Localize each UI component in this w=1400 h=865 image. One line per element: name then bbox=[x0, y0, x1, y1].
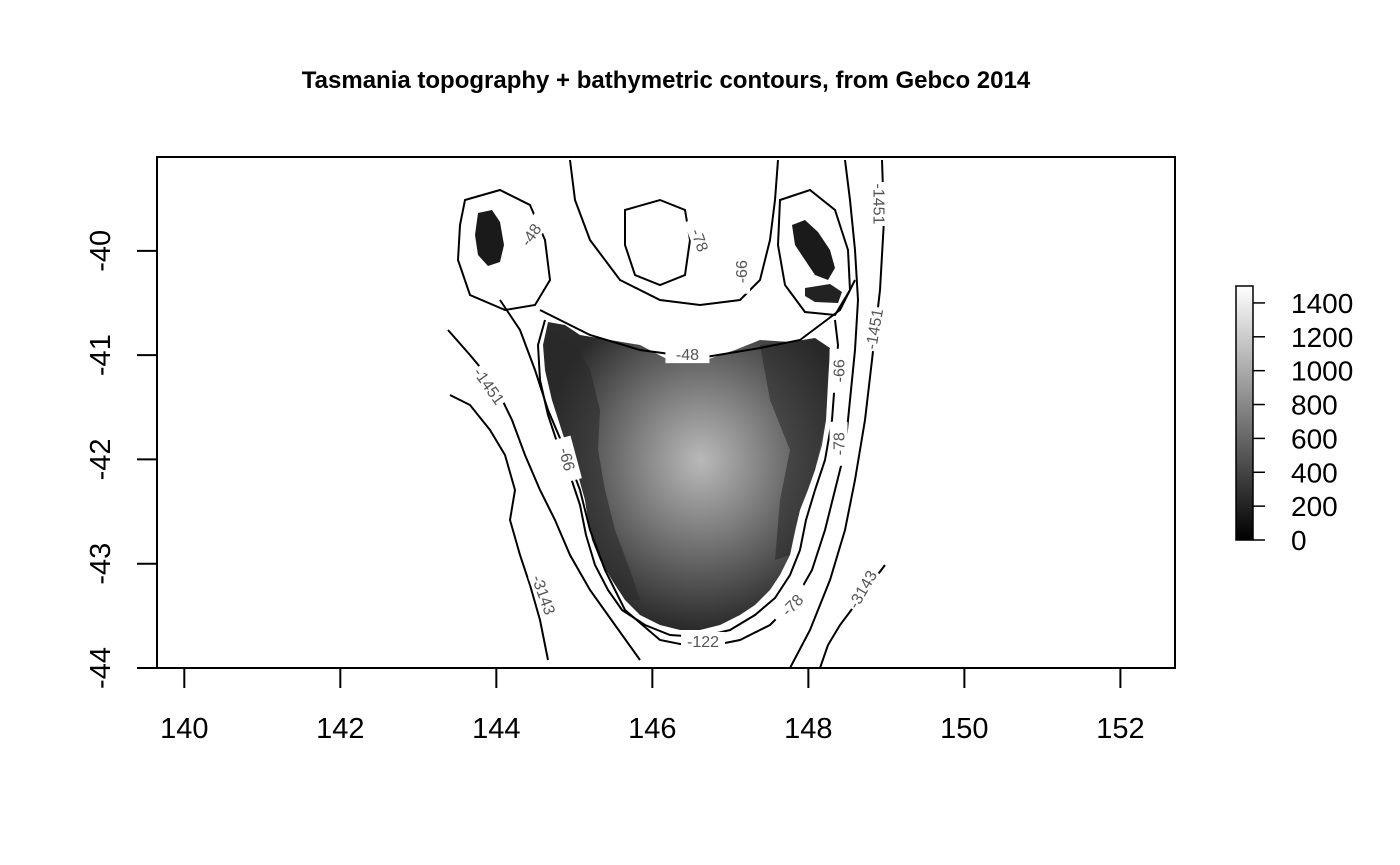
contour-label-backing bbox=[510, 211, 551, 258]
contour-label-backing bbox=[681, 631, 726, 650]
x-tick-label: 144 bbox=[472, 713, 520, 745]
contour-label-group: -48 bbox=[665, 345, 710, 364]
contour-label: -122 bbox=[687, 634, 719, 651]
contour-label-backing bbox=[829, 348, 848, 393]
x-axis: 140 142 144 146 148 150 152 bbox=[160, 667, 1145, 745]
contour-label-backing bbox=[528, 570, 561, 619]
colorscale-tick-label: 200 bbox=[1291, 491, 1338, 522]
contour-label: -66 bbox=[832, 359, 849, 382]
contour-king-island-48 bbox=[456, 188, 552, 312]
contour-label-backing bbox=[469, 362, 510, 410]
chart-title: Tasmania topography + bathymetric contou… bbox=[302, 67, 1031, 94]
x-tick-label: 148 bbox=[784, 713, 832, 745]
contour-label-backing bbox=[665, 345, 710, 364]
contour-label-backing bbox=[870, 181, 889, 226]
contour-label: -48 bbox=[676, 347, 699, 364]
contour-label-backing bbox=[553, 435, 582, 483]
x-tick-label: 140 bbox=[160, 713, 208, 745]
contour-label-backing bbox=[770, 582, 814, 627]
contour-label-group: -78 bbox=[829, 421, 849, 466]
colorscale-tick-label: 600 bbox=[1291, 423, 1338, 454]
contour-label-group: -66 bbox=[553, 435, 582, 483]
contour-kent-group bbox=[624, 198, 692, 287]
cape-barren-island bbox=[805, 284, 842, 303]
colorscale-bar bbox=[1235, 285, 1254, 541]
contour-label-group: -78 bbox=[684, 216, 717, 264]
contour-label-group: -66 bbox=[829, 348, 849, 393]
contour-label-backing bbox=[861, 305, 887, 353]
x-tick-label: 152 bbox=[1096, 713, 1144, 745]
y-tick-label: -44 bbox=[85, 647, 117, 689]
x-tick-label: 142 bbox=[316, 713, 364, 745]
y-tick-label: -41 bbox=[85, 334, 117, 376]
contour-label-group: -3143 bbox=[843, 565, 881, 613]
x-tick-label: 150 bbox=[940, 713, 988, 745]
y-axis: -40 -41 -42 -43 -44 bbox=[85, 230, 158, 689]
plot-area: -48 -48 -78 -66 -66 -66 -78 -78 -122 -1451 -1451 -1… bbox=[447, 159, 889, 668]
contour-bass-strait-78 bbox=[569, 159, 779, 307]
colorscale-tick-label: 0 bbox=[1291, 525, 1307, 556]
contour-label-group: -1451 bbox=[861, 305, 887, 353]
king-island bbox=[475, 210, 504, 266]
contour-label-backing bbox=[829, 421, 848, 466]
colorscale-tick-label: 1400 bbox=[1291, 288, 1353, 319]
flinders-island bbox=[792, 220, 835, 280]
y-tick-label: -42 bbox=[85, 438, 117, 480]
contour-label-group: -66 bbox=[732, 249, 751, 294]
colorscale-tick-label: 800 bbox=[1291, 390, 1338, 421]
contour-label: -1451 bbox=[469, 365, 506, 408]
contour-label-group: -48 bbox=[510, 211, 551, 258]
tasmania-dark-east bbox=[760, 340, 830, 560]
colorscale-tick-label: 1200 bbox=[1291, 322, 1353, 353]
y-tick-label: -43 bbox=[85, 543, 117, 585]
contour-label-backing bbox=[732, 249, 751, 294]
contour-label: -1451 bbox=[863, 307, 887, 350]
contour-label-group: -1451 bbox=[469, 362, 510, 410]
x-tick-label: 146 bbox=[628, 713, 676, 745]
contour-label: -66 bbox=[734, 260, 751, 283]
colorscale-tick-label: 400 bbox=[1291, 457, 1338, 488]
contour-label-backing bbox=[843, 565, 881, 613]
contour-label: -1451 bbox=[870, 183, 887, 224]
contour-label: -78 bbox=[687, 227, 711, 255]
contour-label-group: -122 bbox=[681, 631, 726, 651]
tasmania-dark-west bbox=[545, 330, 640, 600]
contour-label-backing bbox=[684, 216, 717, 264]
contour-label-group: -78 bbox=[770, 582, 814, 627]
contour-3143 bbox=[449, 394, 549, 661]
contour-label: -66 bbox=[555, 446, 577, 473]
contour-label-group: -1451 bbox=[870, 181, 889, 226]
colorscale-tick-label: 1000 bbox=[1291, 356, 1353, 387]
contour-label: -78 bbox=[832, 432, 849, 455]
contour-label: -3143 bbox=[846, 568, 881, 612]
tasmania-topography bbox=[475, 210, 842, 630]
contour-1451-east bbox=[789, 159, 886, 668]
y-tick-label: -40 bbox=[85, 230, 117, 272]
contour-flinders-66 bbox=[776, 188, 852, 317]
